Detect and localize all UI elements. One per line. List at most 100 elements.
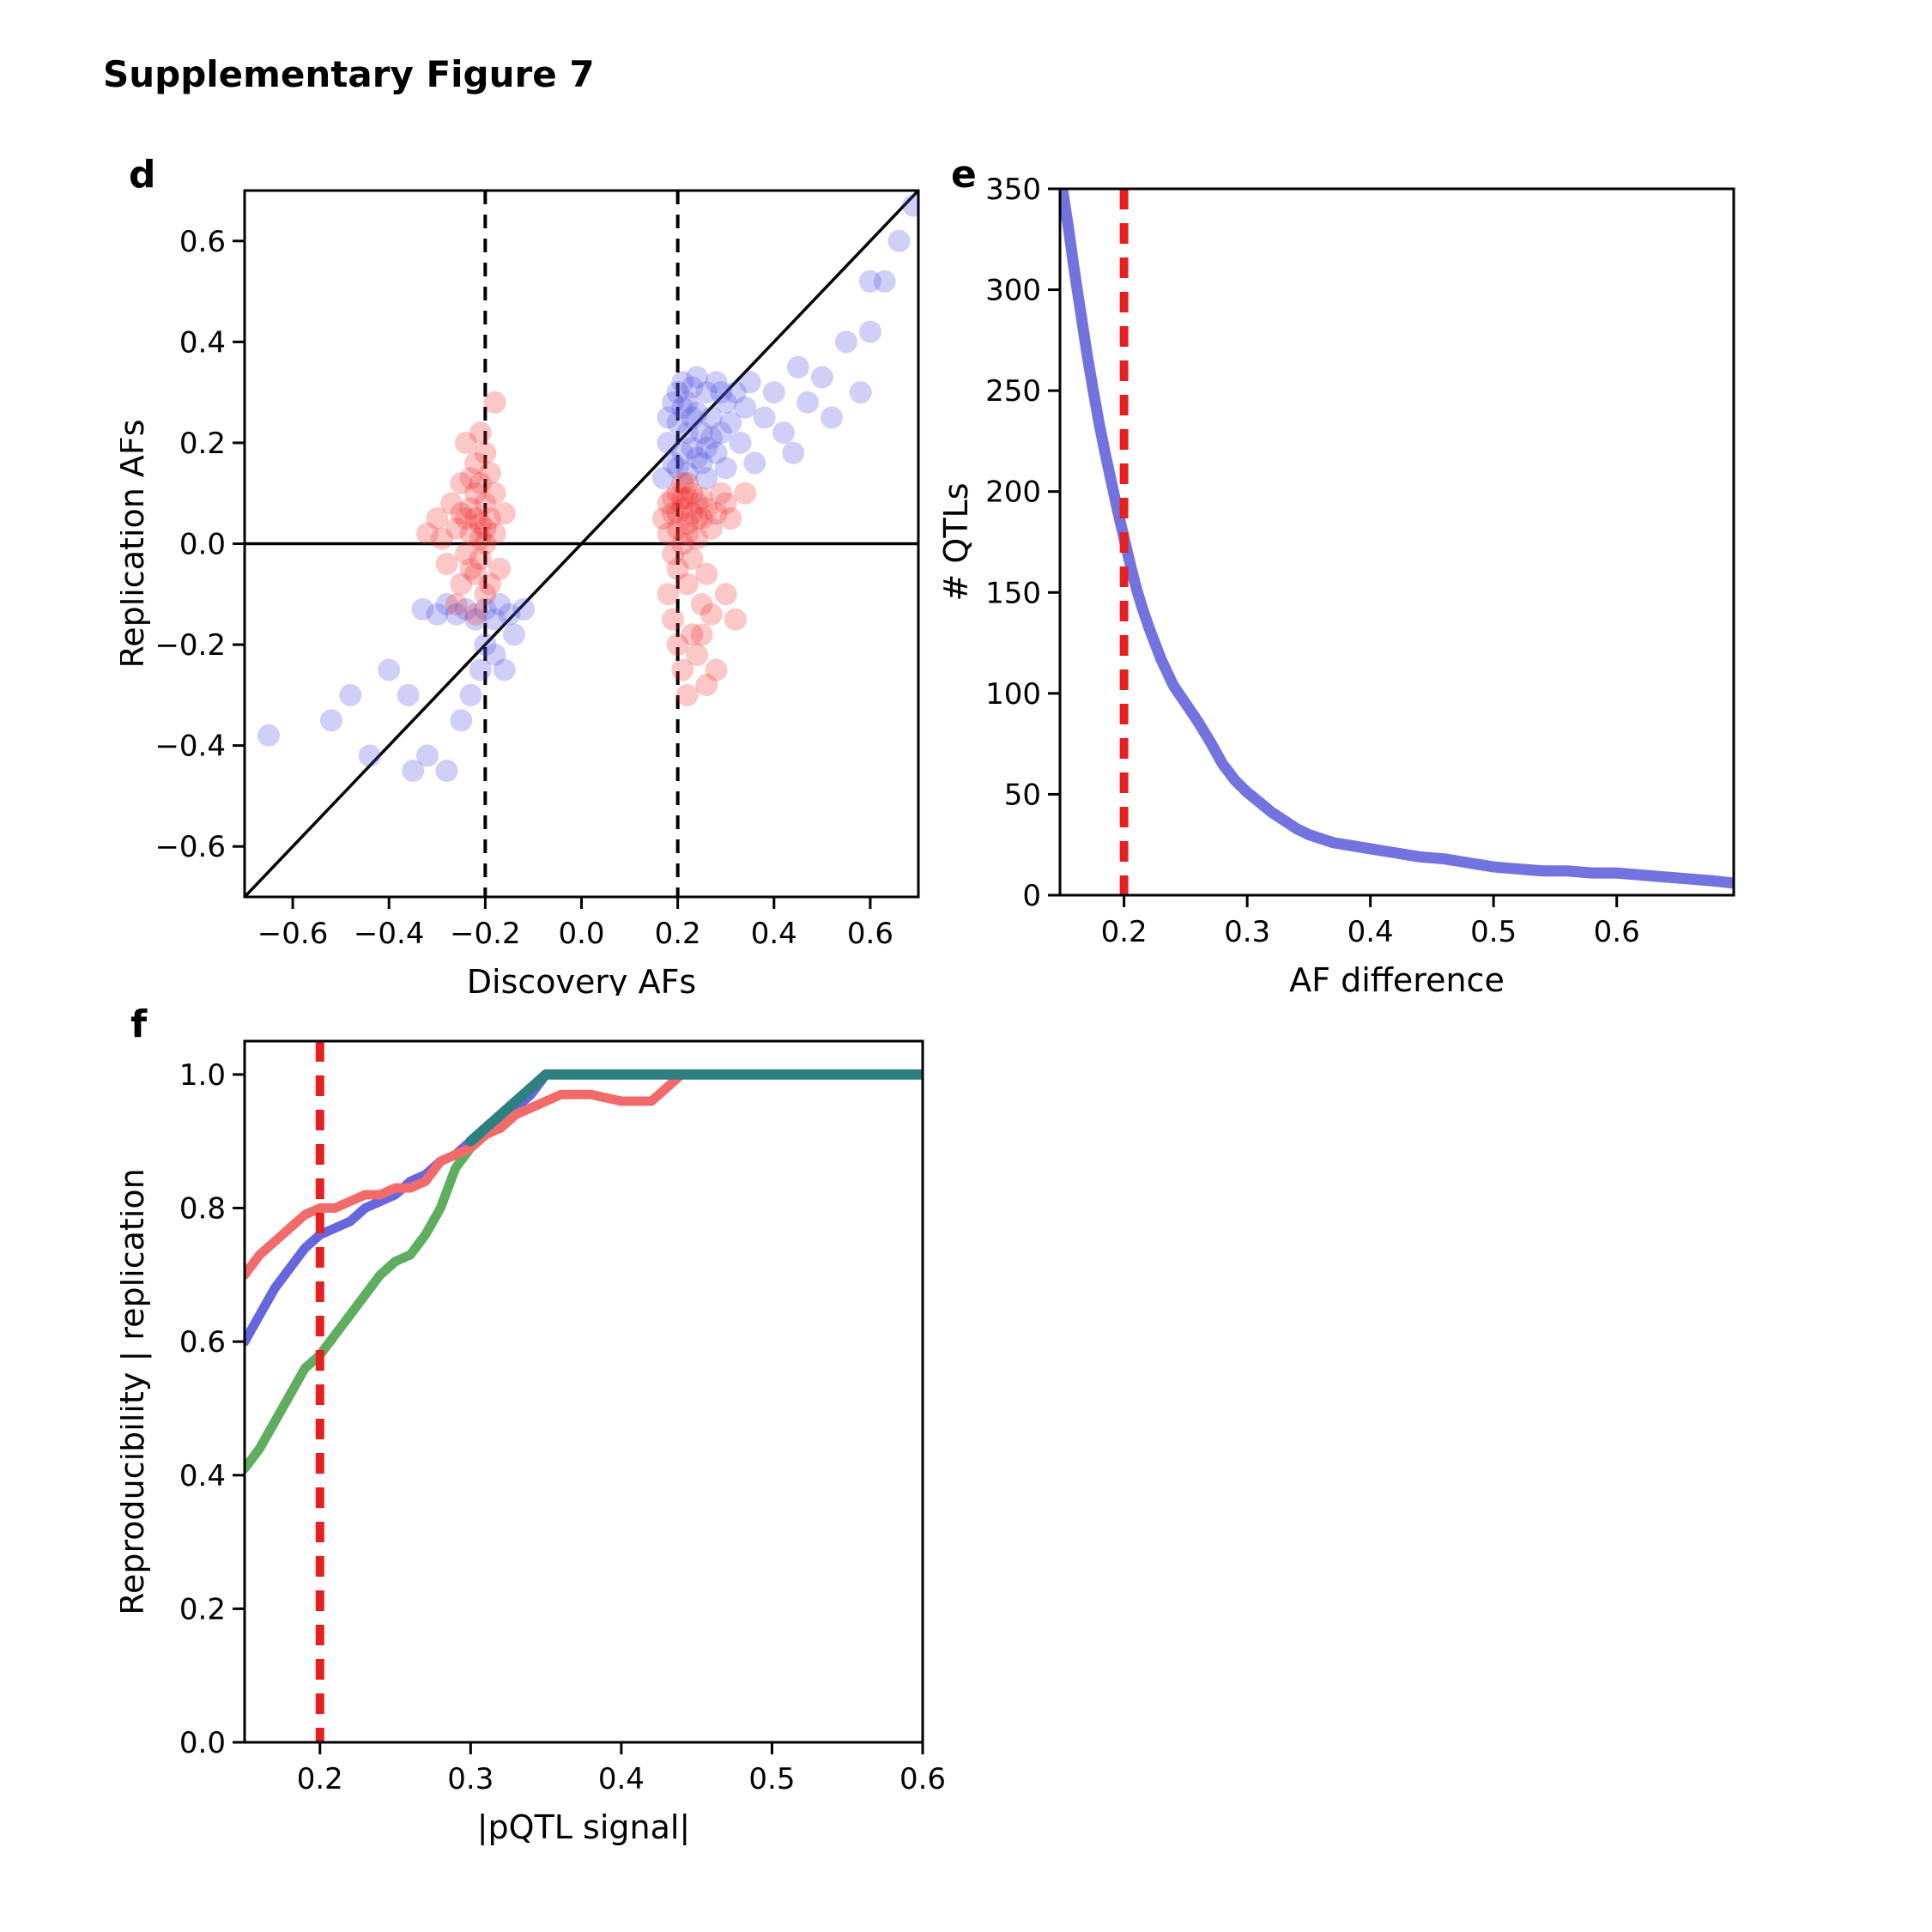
- identity-diagonal-line: [245, 191, 918, 897]
- scatter-point: [478, 507, 501, 530]
- y-tick-label: −0.2: [154, 628, 226, 663]
- scatter-point: [464, 603, 488, 626]
- scatter-point: [445, 603, 468, 626]
- scatter-point: [662, 502, 685, 525]
- y-tick-label: 0.0: [179, 1726, 226, 1760]
- scatter-point: [464, 481, 488, 505]
- axes-frame: [243, 189, 920, 899]
- scatter-point: [378, 658, 401, 681]
- scatter-point: [657, 492, 680, 515]
- scatter-point: [666, 517, 689, 540]
- scatter-point: [724, 381, 747, 404]
- scatter-point: [710, 381, 733, 404]
- scatter-point: [498, 603, 521, 626]
- scatter-point: [666, 633, 689, 657]
- scatter-point: [714, 391, 737, 414]
- scatter-point: [710, 421, 733, 445]
- scatter-point: [695, 562, 718, 585]
- reproducibility-red: [245, 1069, 923, 1280]
- scatter-point: [675, 421, 699, 445]
- y-tick-label: 100: [985, 677, 1041, 712]
- x-tick-label: 0.5: [748, 1762, 795, 1796]
- scatter-point: [478, 462, 501, 485]
- scatter-point: [474, 583, 497, 606]
- scatter-point: [902, 194, 918, 217]
- scatter-point: [849, 381, 872, 404]
- scatter-point: [666, 481, 689, 505]
- scatter-point: [719, 507, 742, 530]
- scatter-point: [657, 583, 680, 606]
- scatter-point: [454, 542, 477, 566]
- y-tick-label: 1.0: [179, 1058, 226, 1093]
- scatter-point: [474, 633, 497, 657]
- scatter-point: [671, 371, 694, 394]
- scatter-point: [671, 532, 694, 555]
- scatter-point: [695, 436, 718, 459]
- scatter-point: [786, 355, 809, 379]
- scatter-point: [675, 391, 699, 414]
- x-tick-label: 0.6: [899, 1762, 946, 1796]
- scatter-point: [445, 593, 468, 616]
- y-tick-label: 0.4: [179, 325, 226, 360]
- scatter-point: [666, 502, 689, 525]
- scatter-point: [671, 487, 694, 510]
- scatter-point: [469, 527, 492, 550]
- scatter-point: [469, 421, 492, 445]
- y-tick-label: 0: [1022, 879, 1041, 913]
- scatter-point: [734, 481, 757, 505]
- scatter-point: [469, 512, 492, 535]
- scatter-point: [729, 431, 752, 454]
- scatter-point: [686, 643, 709, 666]
- scatter-point: [483, 643, 506, 666]
- scatter-point: [445, 517, 468, 540]
- x-axis-label: AF difference: [1289, 961, 1505, 996]
- y-tick-label: 0.2: [179, 427, 226, 461]
- scatter-point: [700, 517, 723, 540]
- scatter-point: [651, 507, 675, 530]
- scatter-point: [686, 366, 709, 389]
- scatter-point: [488, 593, 512, 616]
- x-tick-label: −0.2: [450, 917, 521, 951]
- scatter-point: [734, 396, 757, 419]
- scatter-point: [483, 391, 506, 414]
- axes-frame: [243, 1039, 924, 1744]
- scatter-point: [695, 467, 718, 490]
- scatter-point: [358, 744, 381, 767]
- scatter-point: [887, 229, 911, 252]
- x-axis-label: Discovery AFs: [467, 963, 696, 996]
- scatter-point: [671, 471, 694, 494]
- scatter-point: [651, 467, 675, 490]
- x-tick-label: 0.4: [751, 917, 797, 951]
- scatter-point: [743, 451, 766, 475]
- scatter-point: [675, 512, 699, 535]
- scatter-point: [666, 381, 689, 404]
- scatter-point: [671, 497, 694, 520]
- scatter-point: [469, 548, 492, 571]
- figure-title: Supplementary Figure 7: [103, 53, 595, 95]
- scatter-point: [493, 502, 516, 525]
- scatter-point: [686, 401, 709, 424]
- scatter-point: [416, 522, 439, 545]
- scatter-point: [753, 406, 776, 429]
- scatter-point: [705, 371, 728, 394]
- x-tick-label: −0.4: [354, 917, 425, 951]
- scatter-point: [657, 522, 680, 545]
- scatter-point: [681, 502, 704, 525]
- y-tick-label: −0.6: [154, 830, 226, 864]
- scatter-point: [435, 553, 458, 576]
- panel-label-d: d: [129, 153, 156, 197]
- scatter-point: [710, 481, 733, 505]
- scatter-point: [459, 557, 482, 580]
- scatter-point: [469, 658, 492, 681]
- scatter-point: [450, 471, 473, 494]
- scatter-point: [681, 548, 704, 571]
- scatter-point: [339, 683, 362, 706]
- scatter-point: [464, 608, 488, 631]
- scatter-point: [454, 507, 477, 530]
- scatter-point: [675, 462, 699, 485]
- scatter-point: [705, 502, 728, 525]
- axes-frame: [1058, 187, 1735, 897]
- scatter-point: [681, 623, 704, 646]
- scatter-point: [738, 371, 761, 394]
- scatter-point: [810, 366, 833, 389]
